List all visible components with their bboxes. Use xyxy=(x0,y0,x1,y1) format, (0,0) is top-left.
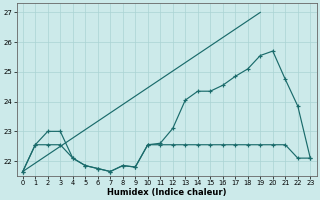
X-axis label: Humidex (Indice chaleur): Humidex (Indice chaleur) xyxy=(107,188,226,197)
